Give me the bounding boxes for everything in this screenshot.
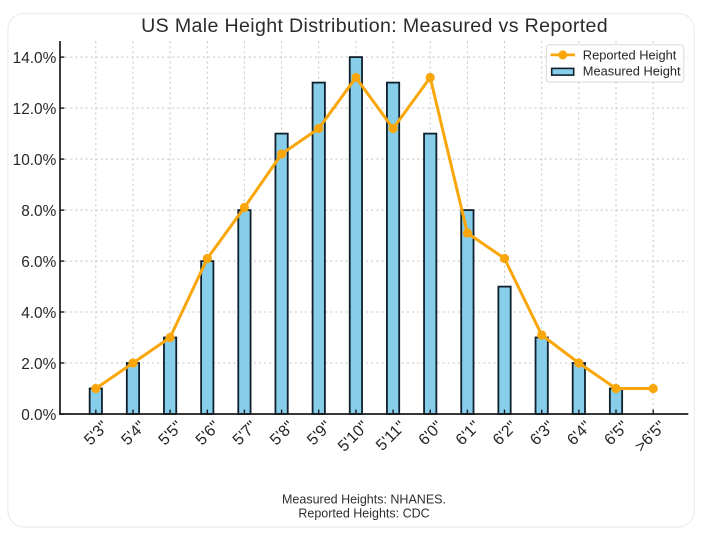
svg-text:0.0%: 0.0%: [21, 407, 56, 424]
svg-text:US Male Height Distribution: M: US Male Height Distribution: Measured vs…: [141, 15, 608, 37]
svg-text:Reported Height: Reported Height: [583, 48, 677, 63]
svg-text:10.0%: 10.0%: [13, 152, 57, 169]
svg-text:8.0%: 8.0%: [21, 203, 56, 220]
svg-text:4.0%: 4.0%: [21, 305, 56, 322]
svg-text:Measured Heights: NHANES.: Measured Heights: NHANES.: [282, 493, 446, 507]
svg-text:2.0%: 2.0%: [21, 356, 56, 373]
svg-text:Reported Heights: CDC: Reported Heights: CDC: [298, 506, 429, 520]
svg-text:12.0%: 12.0%: [13, 101, 57, 118]
svg-text:6.0%: 6.0%: [21, 254, 56, 271]
svg-text:14.0%: 14.0%: [13, 50, 57, 67]
svg-text:Measured Height: Measured Height: [583, 63, 681, 78]
